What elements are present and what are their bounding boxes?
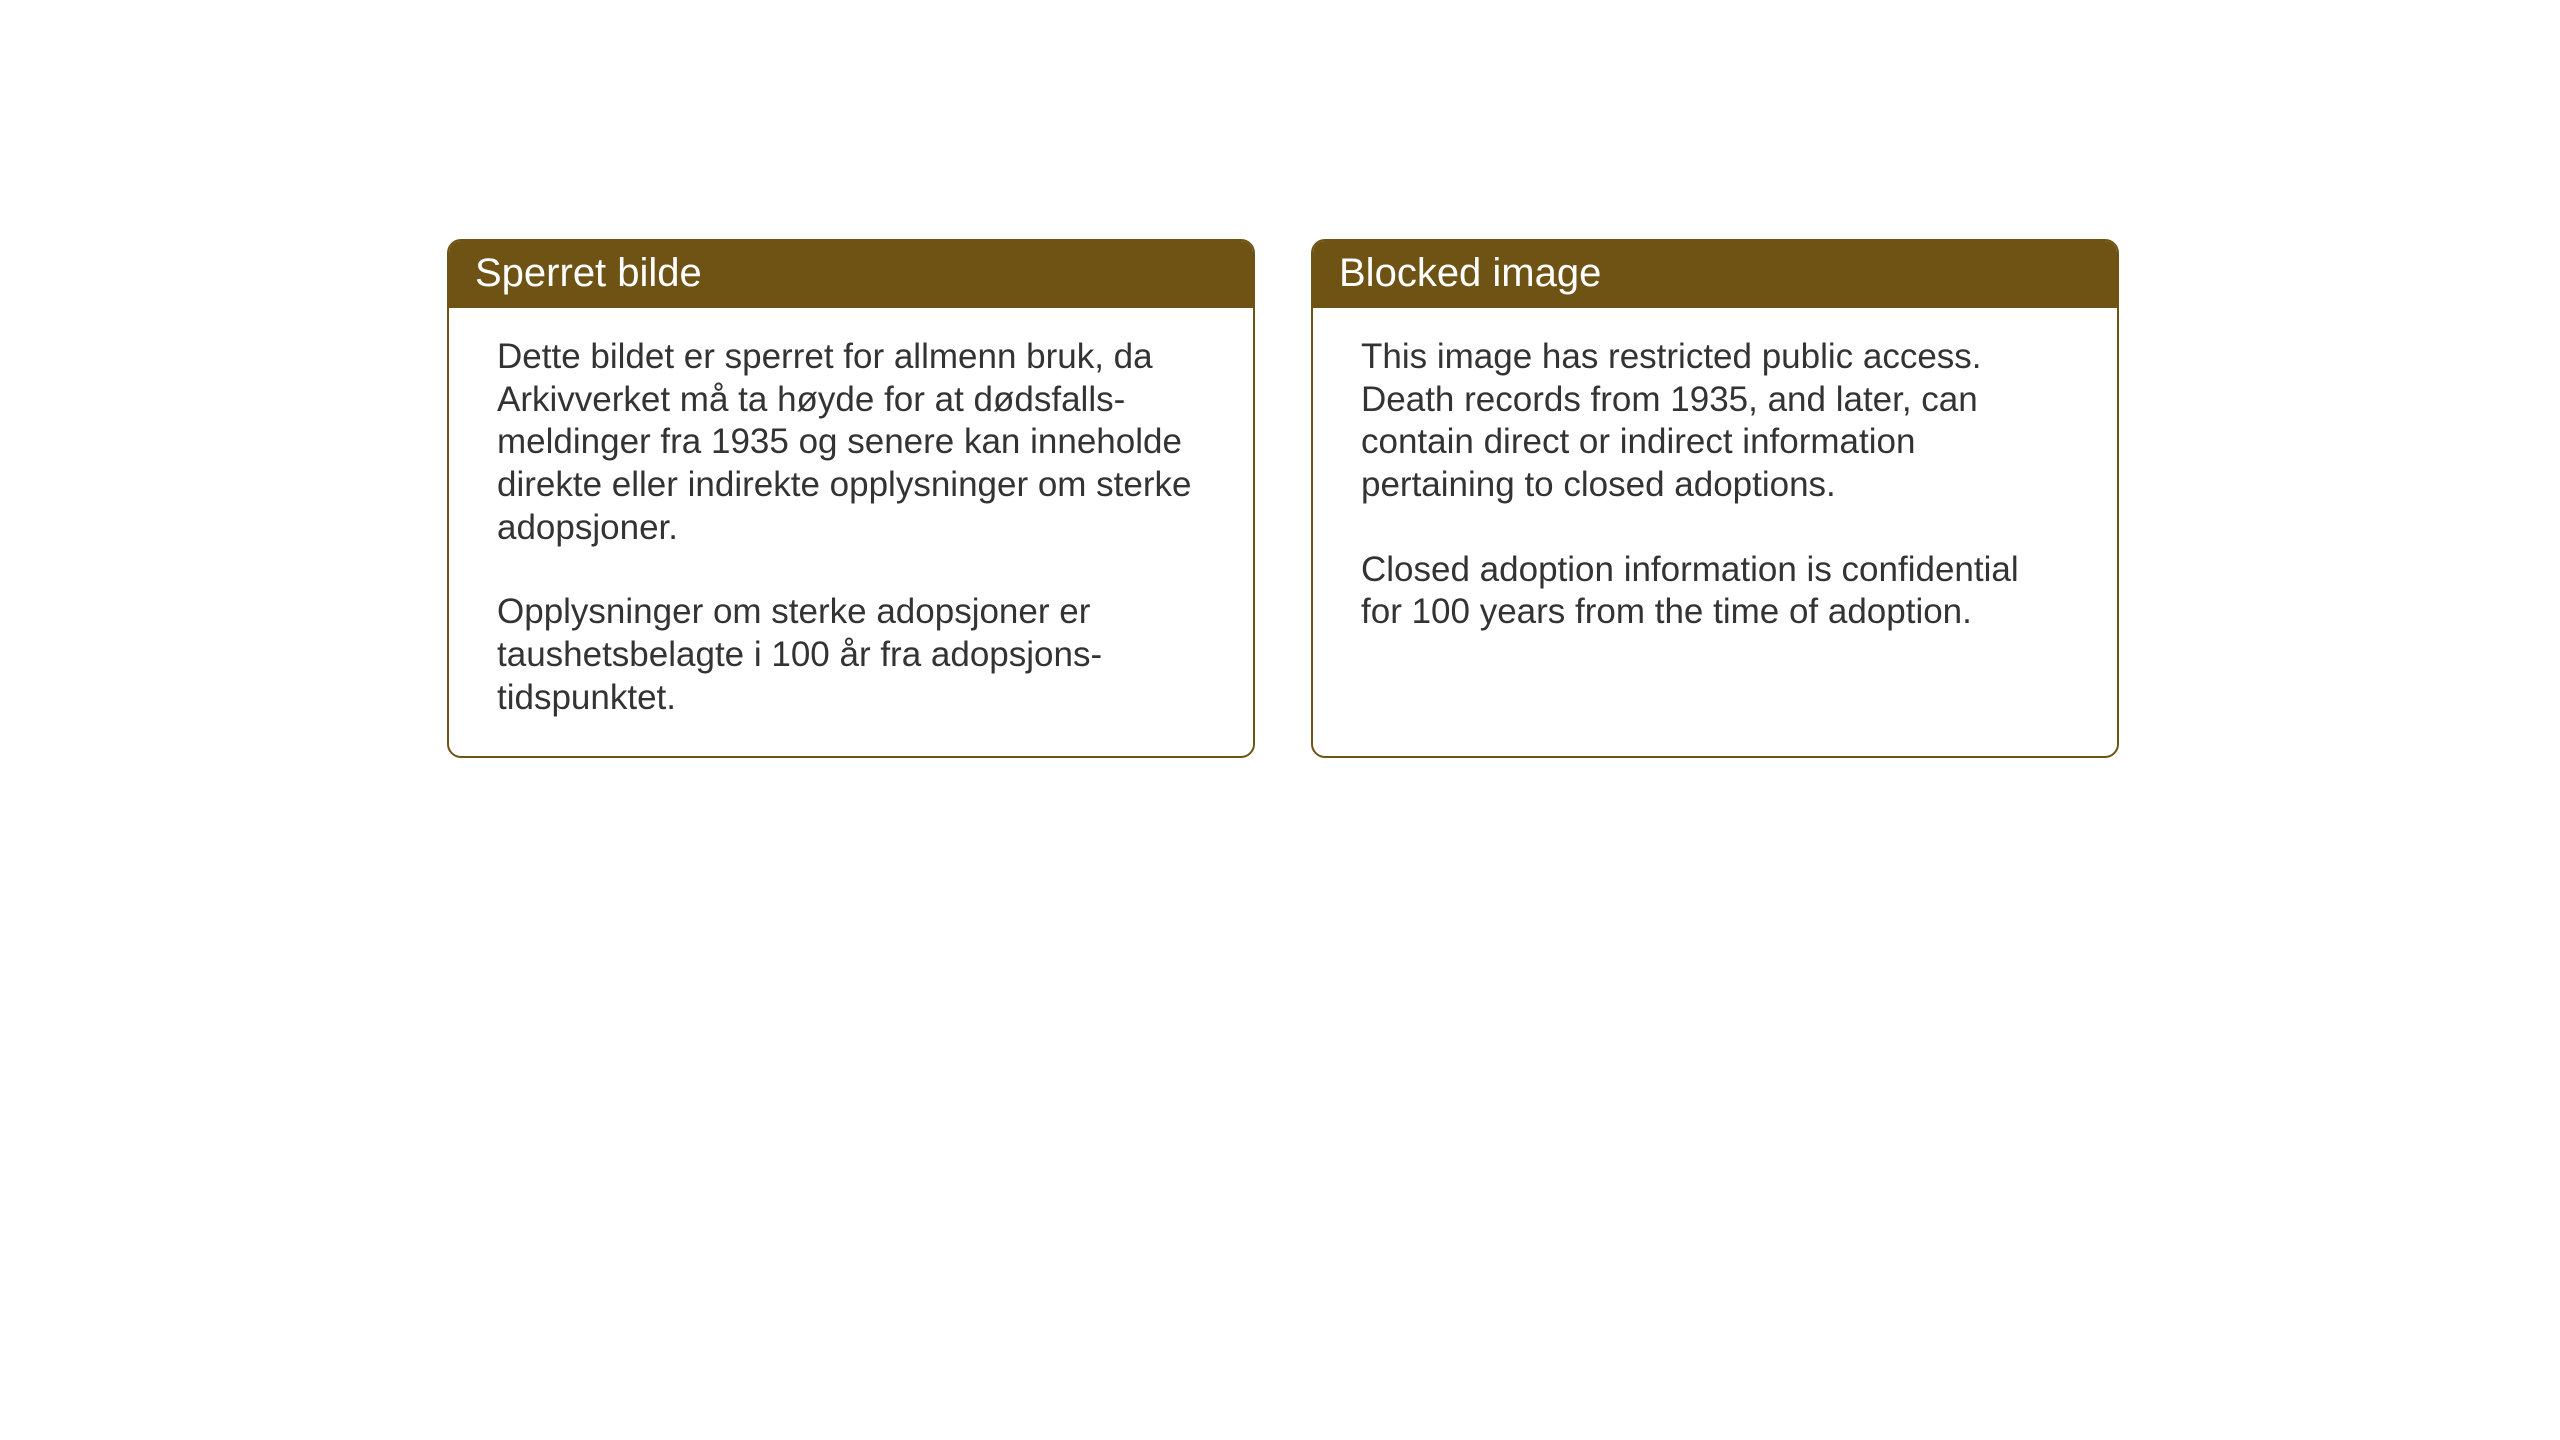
norwegian-card-title: Sperret bilde: [449, 241, 1253, 308]
english-card-body: This image has restricted public access.…: [1313, 308, 2117, 670]
english-card-title: Blocked image: [1313, 241, 2117, 308]
norwegian-card-body: Dette bildet er sperret for allmenn bruk…: [449, 308, 1253, 756]
norwegian-notice-card: Sperret bilde Dette bildet er sperret fo…: [447, 239, 1255, 758]
norwegian-paragraph-2: Opplysninger om sterke adopsjoner er tau…: [497, 591, 1205, 719]
english-notice-card: Blocked image This image has restricted …: [1311, 239, 2119, 758]
english-paragraph-1: This image has restricted public access.…: [1361, 336, 2069, 507]
norwegian-paragraph-1: Dette bildet er sperret for allmenn bruk…: [497, 336, 1205, 549]
notice-container: Sperret bilde Dette bildet er sperret fo…: [447, 239, 2119, 758]
english-paragraph-2: Closed adoption information is confident…: [1361, 549, 2069, 634]
